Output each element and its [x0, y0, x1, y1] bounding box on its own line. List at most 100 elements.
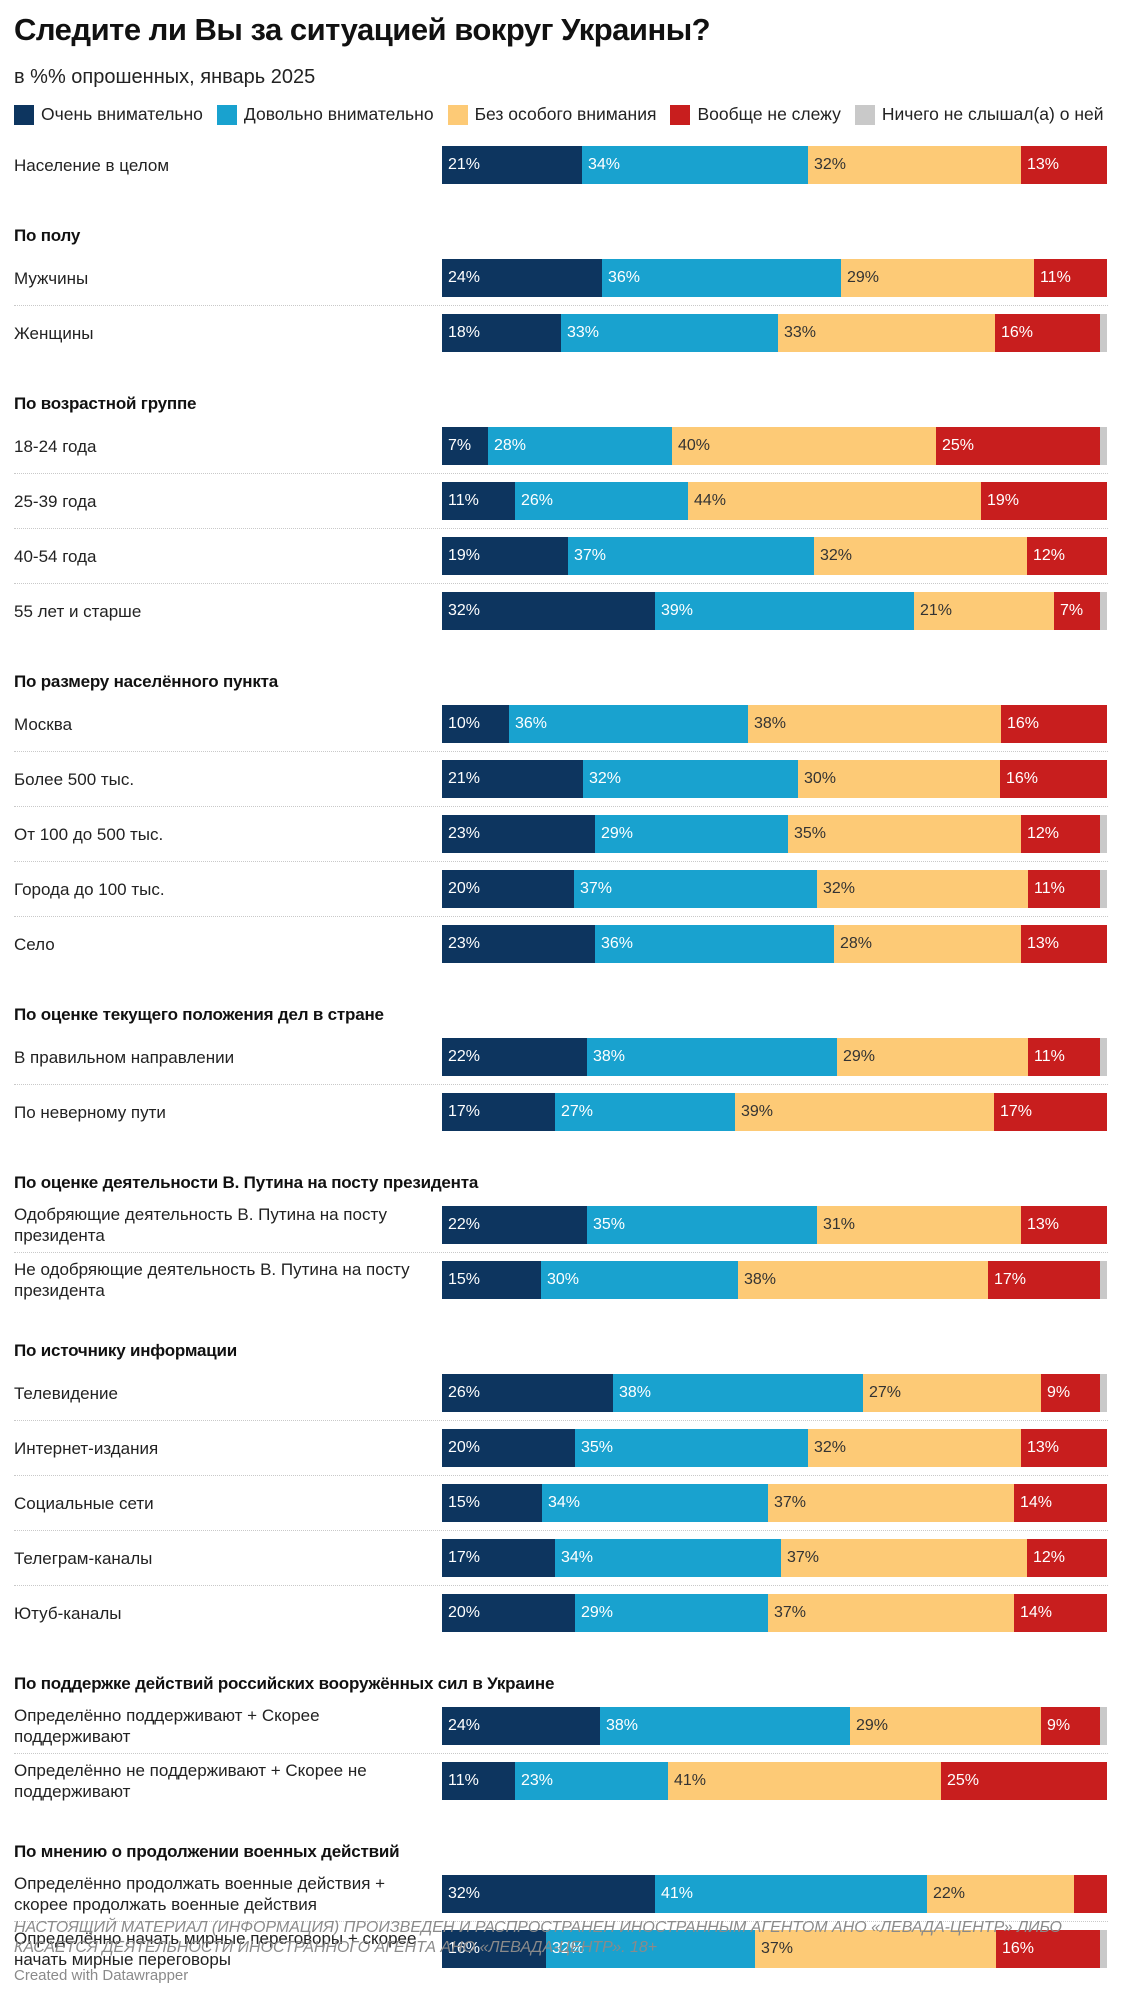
bar-value-label: 17%: [994, 1271, 1027, 1288]
bar-value-label: 26%: [448, 1384, 481, 1401]
legend-label-none: Вообще не слежу: [697, 104, 841, 124]
bar-segment-fairly: [568, 537, 814, 575]
bar-value-label: 39%: [661, 602, 694, 619]
legend-label-fairly: Довольно внимательно: [243, 104, 434, 124]
group-title: По мнению о продолжении военных действий: [14, 1842, 400, 1861]
bar-row: 17% 34% 37% 12%: [442, 1539, 1107, 1577]
row-label: Телевидение: [14, 1383, 118, 1403]
group-title: По оценке деятельности В. Путина на пост…: [14, 1173, 479, 1192]
legend-item-very: Очень внимательно: [14, 104, 203, 125]
bar-segment-never: [1100, 815, 1107, 853]
legend-label-little: Без особого внимания: [474, 104, 657, 124]
bar-segment-very: [442, 592, 655, 630]
bar-value-label: 31%: [823, 1216, 856, 1233]
bar-segment-none: [1000, 760, 1107, 798]
bar-segment-little: [817, 1206, 1021, 1244]
bar-row: 10% 36% 38% 16%: [442, 705, 1107, 743]
group-title: По полу: [14, 226, 81, 245]
chart-title: Следите ли Вы за ситуацией вокруг Украин…: [14, 12, 711, 47]
bar-segment-little: [768, 1594, 1014, 1632]
bar-segment-fairly: [575, 1594, 768, 1632]
bar-segment-none: [995, 314, 1100, 352]
legend-label-very: Очень внимательно: [41, 104, 203, 124]
bar-value-label: 29%: [843, 1048, 876, 1065]
row-label: Мужчины: [14, 268, 89, 288]
row-separator: [14, 1921, 1108, 1922]
bar-segment-fairly: [515, 482, 688, 520]
bar-value-label: 12%: [1033, 547, 1066, 564]
bar-row: 21% 34% 32% 13%: [442, 146, 1107, 184]
bar-value-label: 30%: [804, 770, 837, 787]
bar-segment-little: [837, 1038, 1028, 1076]
bar-value-label: 38%: [606, 1717, 639, 1734]
bar-segment-very: [442, 870, 574, 908]
bar-value-label: 16%: [448, 1940, 481, 1957]
bar-row: 21% 32% 30% 16%: [442, 760, 1107, 798]
bar-segment-none: [1054, 592, 1100, 630]
bar-segment-fairly: [555, 1093, 735, 1131]
bar-segment-none: [1001, 705, 1107, 743]
bar-segment-little: [863, 1374, 1041, 1412]
bar-value-label: 37%: [580, 880, 613, 897]
bar-value-label: 28%: [494, 437, 527, 454]
bar-segment-fairly: [587, 1206, 817, 1244]
bar-segment-none: [1021, 1429, 1107, 1467]
bar-value-label: 33%: [784, 324, 817, 341]
legend-item-fairly: Довольно внимательно: [216, 104, 434, 125]
bar-segment-never: [1100, 1930, 1107, 1968]
bar-segment-very: [442, 705, 509, 743]
row-label: Население в целом: [14, 155, 170, 175]
group-title: По оценке текущего положения дел в стран…: [14, 1005, 384, 1024]
bar-segment-none: [1028, 870, 1100, 908]
bar-segment-little: [850, 1707, 1041, 1745]
bar-segment-fairly: [582, 146, 808, 184]
bar-segment-fairly: [546, 1930, 755, 1968]
bar-value-label: 22%: [448, 1048, 481, 1065]
bar-segment-none: [1041, 1707, 1100, 1745]
bar-segment-fairly: [515, 1762, 668, 1800]
bar-value-label: 7%: [1060, 602, 1084, 619]
bar-segment-little: [914, 592, 1054, 630]
bar-segment-very: [442, 482, 515, 520]
bar-segment-fairly: [541, 1261, 738, 1299]
bar-segment-none: [996, 1930, 1100, 1968]
bar-segment-none: [1027, 537, 1107, 575]
bar-value-label: 11%: [448, 1772, 479, 1789]
bar-value-label: 34%: [548, 1494, 581, 1511]
stacked-bar-chart: Население в целом 21% 34% 32% 13% По полу Мужч…: [14, 146, 1108, 1969]
bar-value-label: 32%: [448, 1885, 481, 1902]
bar-segment-very: [442, 1930, 546, 1968]
row-label: Определённо не поддерживают + Скорее не …: [14, 1761, 367, 1801]
bar-segment-little: [841, 259, 1034, 297]
bar-value-label: 29%: [581, 1604, 614, 1621]
bar-segment-little: [748, 705, 1001, 743]
bar-value-label: 37%: [574, 547, 607, 564]
bar-segment-fairly: [602, 259, 841, 297]
bar-value-label: 39%: [741, 1103, 774, 1120]
bar-value-label: 29%: [856, 1717, 889, 1734]
bar-row: 23% 36% 28% 13%: [442, 925, 1107, 963]
legend-swatch-little: [447, 104, 468, 125]
bar-segment-little: [735, 1093, 994, 1131]
chart-subtitle: в %% опрошенных, январь 2025: [14, 66, 316, 88]
bar-segment-none: [1028, 1038, 1100, 1076]
bar-segment-little: [817, 870, 1028, 908]
row-label: Москва: [14, 714, 73, 734]
bar-row: 32% 41% 22%: [442, 1875, 1107, 1913]
bar-segment-very: [442, 1429, 575, 1467]
bar-row: 19% 37% 32% 12%: [442, 537, 1107, 575]
legend-label-never: Ничего не слышал(а) о ней: [881, 104, 1104, 124]
bar-value-label: 36%: [608, 269, 641, 286]
bar-value-label: 41%: [661, 1885, 694, 1902]
row-separator: [14, 583, 1108, 584]
row-label: Женщины: [14, 323, 94, 343]
bar-segment-little: [798, 760, 1000, 798]
row-label: Определённо начать мирные переговоры + с…: [14, 1929, 417, 1969]
bar-value-label: 35%: [794, 825, 827, 842]
bar-segment-fairly: [655, 592, 914, 630]
bar-segment-never: [1100, 1038, 1107, 1076]
bar-segment-little: [755, 1930, 996, 1968]
bar-value-label: 36%: [515, 715, 548, 732]
bar-value-label: 41%: [674, 1772, 707, 1789]
bar-segment-never: [1100, 1374, 1107, 1412]
